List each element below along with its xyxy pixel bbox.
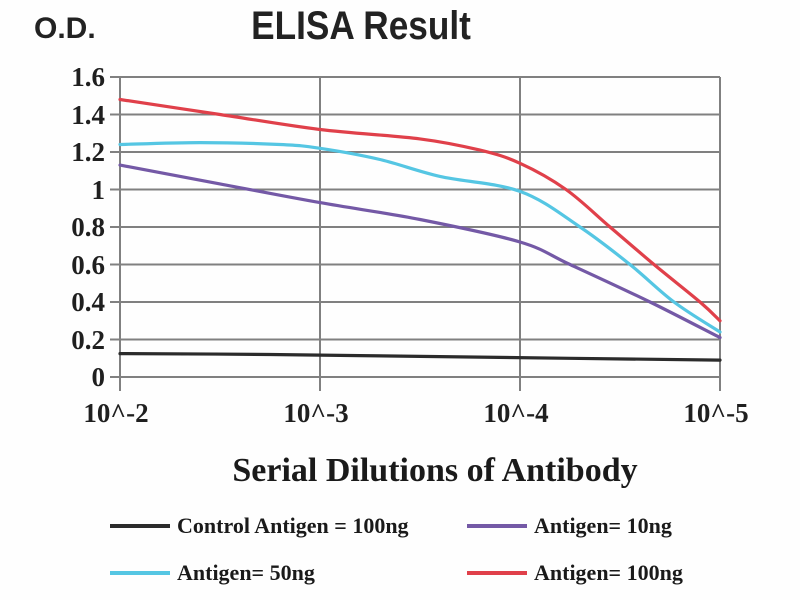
series-line-antigen-10ng bbox=[118, 163, 722, 340]
legend-swatch bbox=[467, 524, 527, 528]
x-tick-label: 10^-4 bbox=[483, 398, 549, 428]
legend-item: Control Antigen = 100ng bbox=[110, 513, 467, 538]
y-tick-label: 0 bbox=[91, 362, 106, 392]
y-tick-label: 0.6 bbox=[71, 249, 105, 280]
y-axis-label: O.D. bbox=[34, 12, 96, 45]
x-axis-title: Serial Dilutions of Antibody bbox=[232, 452, 638, 489]
series-line-control-antigen-100ng bbox=[118, 352, 722, 362]
x-tick-label: 10^-3 bbox=[283, 398, 349, 428]
series-line-antigen-100ng bbox=[118, 97, 722, 323]
legend-label: Antigen= 100ng bbox=[534, 560, 683, 585]
legend-swatch bbox=[110, 571, 170, 575]
legend-item: Antigen= 10ng bbox=[467, 513, 730, 538]
legend-label: Antigen= 10ng bbox=[534, 513, 672, 538]
legend-item: Antigen= 100ng bbox=[467, 560, 730, 585]
legend-label: Control Antigen = 100ng bbox=[177, 513, 409, 538]
y-tick-label: 1.2 bbox=[71, 137, 105, 167]
legend-item: Antigen= 50ng bbox=[110, 560, 467, 585]
y-tick-label: 0.4 bbox=[71, 287, 105, 317]
series-line-antigen-50ng bbox=[118, 140, 722, 334]
chart-title: ELISA Result bbox=[251, 4, 471, 48]
legend-label: Antigen= 50ng bbox=[177, 560, 315, 585]
y-tick-label: 1 bbox=[91, 174, 106, 205]
y-tick-label: 1.6 bbox=[71, 62, 105, 92]
y-tick-label: 0.8 bbox=[71, 212, 105, 242]
legend: Control Antigen = 100ng Antigen= 10ng Anti… bbox=[110, 513, 730, 585]
y-tick-label: 1.4 bbox=[71, 99, 105, 130]
y-tick-label: 0.2 bbox=[71, 324, 105, 355]
legend-swatch bbox=[467, 571, 527, 575]
x-tick-label: 10^-2 bbox=[83, 398, 149, 428]
legend-swatch bbox=[110, 524, 170, 528]
x-tick-label: 10^-5 bbox=[683, 398, 749, 428]
